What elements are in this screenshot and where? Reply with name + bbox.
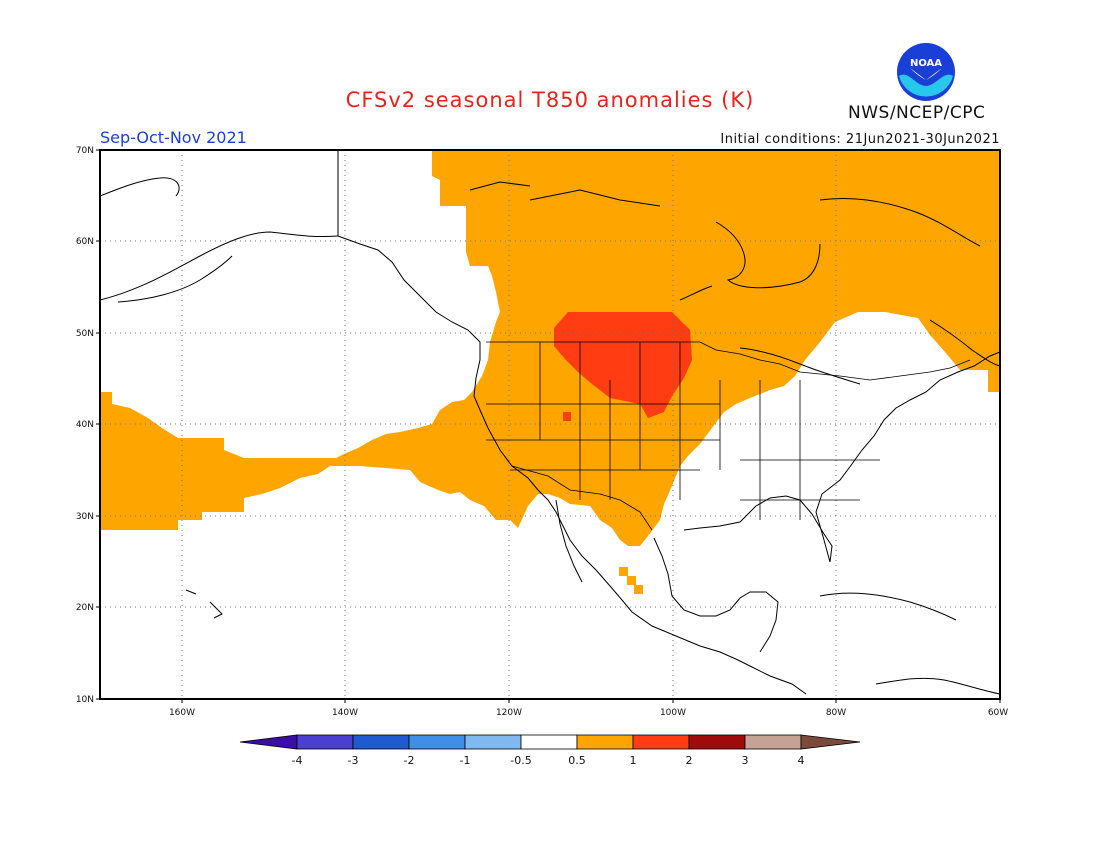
colorbar-label: -3: [348, 754, 359, 767]
colorbar-label: 2: [686, 754, 693, 767]
anomaly-region-red: [554, 312, 692, 418]
colorbar: [239, 734, 861, 750]
anomaly-speck: [563, 412, 571, 421]
colorbar-swatch: [408, 734, 466, 750]
lon-label: 120W: [496, 708, 522, 718]
colorbar-label: -2: [404, 754, 415, 767]
colorbar-label: 0.5: [568, 754, 586, 767]
lat-label: 30N: [76, 512, 94, 522]
colorbar-swatch: [688, 734, 746, 750]
anomaly-fill-layer: [100, 150, 1000, 594]
lat-label: 40N: [76, 420, 94, 430]
agency-label: NWS/NCEP/CPC: [848, 103, 986, 123]
longitude-labels: 160W 140W 120W 100W 80W 60W: [169, 708, 1008, 718]
colorbar-swatch: [352, 734, 410, 750]
coastlines: [100, 150, 1000, 695]
lat-label: 70N: [76, 146, 94, 156]
noaa-logo-icon: NOAA: [897, 43, 955, 101]
colorbar-swatch: [744, 734, 802, 750]
graticule: [100, 150, 1000, 699]
map-title: CFSv2 seasonal T850 anomalies (K): [345, 88, 755, 112]
colorbar-labels: -4 -3 -2 -1 -0.5 0.5 1 2 3 4: [292, 754, 805, 767]
anomaly-speck: [627, 576, 636, 585]
colorbar-label: 4: [798, 754, 805, 767]
colorbar-label: 1: [630, 754, 637, 767]
lat-label: 50N: [76, 329, 94, 339]
lon-label: 80W: [826, 708, 846, 718]
colorbar-swatch: [296, 734, 354, 750]
anomaly-speck: [619, 567, 628, 576]
anomaly-region-orange: [100, 150, 1000, 546]
colorbar-high-arrow: [800, 734, 861, 750]
lon-label: 140W: [332, 708, 358, 718]
colorbar-swatch: [520, 734, 578, 750]
political-borders: [486, 341, 971, 531]
lon-label: 100W: [660, 708, 686, 718]
colorbar-swatch: [632, 734, 690, 750]
colorbar-label: -1: [460, 754, 471, 767]
latitude-labels: 70N 60N 50N 40N 30N 20N 10N: [76, 146, 94, 705]
colorbar-swatch: [576, 734, 634, 750]
colorbar-low-arrow: [239, 734, 298, 750]
lon-label: 160W: [169, 708, 195, 718]
lat-label: 10N: [76, 695, 94, 705]
axis-ticks: [96, 149, 1001, 703]
initial-conditions: Initial conditions: 21Jun2021-30Jun2021: [720, 132, 1000, 147]
colorbar-label: -0.5: [510, 754, 531, 767]
colorbar-swatch: [464, 734, 522, 750]
lat-label: 60N: [76, 237, 94, 247]
logo-text: NOAA: [910, 58, 942, 69]
anomaly-speck: [634, 585, 643, 594]
forecast-period: Sep-Oct-Nov 2021: [100, 128, 247, 147]
lon-label: 60W: [988, 708, 1008, 718]
colorbar-label: 3: [742, 754, 749, 767]
lat-label: 20N: [76, 603, 94, 613]
colorbar-label: -4: [292, 754, 303, 767]
